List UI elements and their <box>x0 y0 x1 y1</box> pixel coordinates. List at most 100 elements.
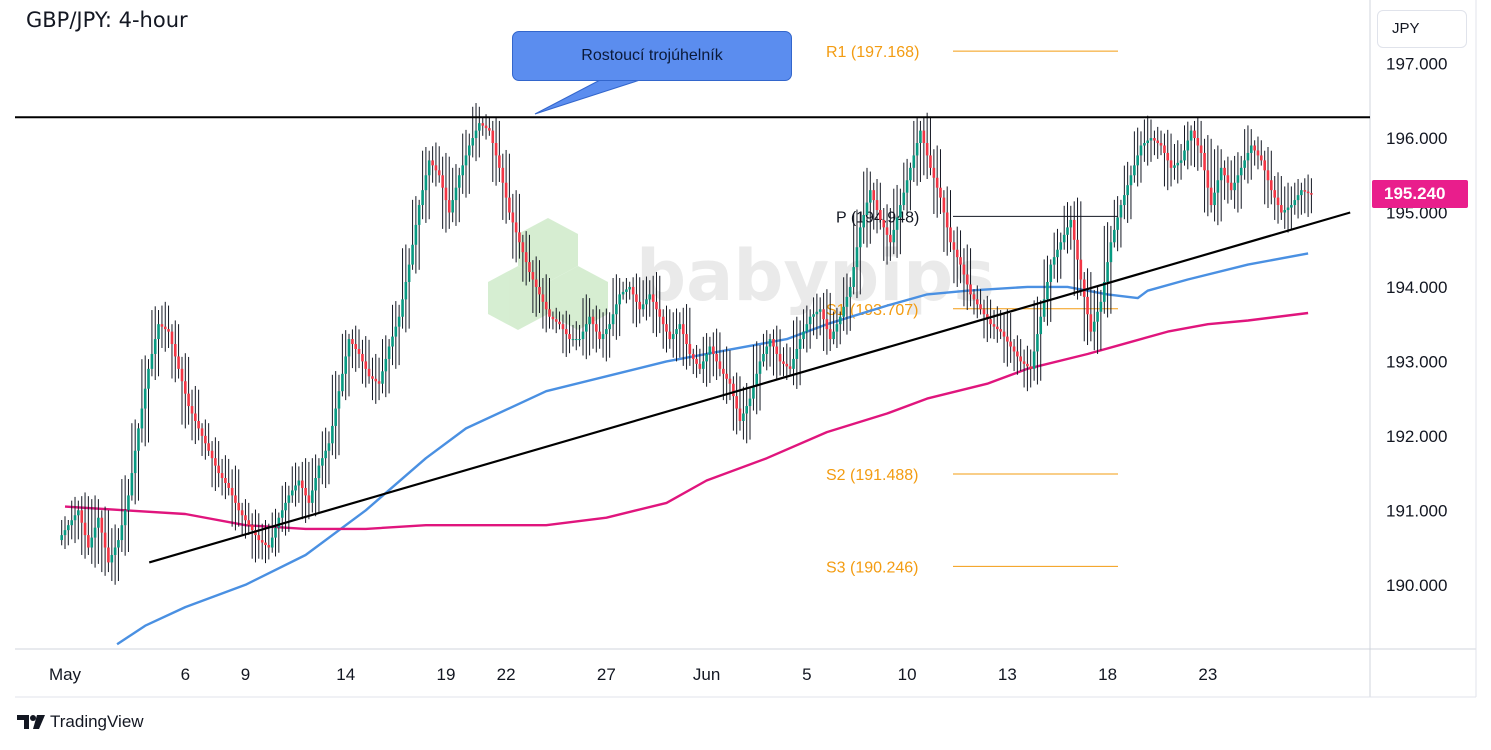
candle-body <box>1193 130 1196 139</box>
candle-body <box>855 247 859 268</box>
candle-body <box>548 309 551 317</box>
candle-body <box>1146 140 1149 144</box>
candle-body <box>905 180 909 193</box>
candle-body <box>591 316 595 325</box>
currency-label[interactable]: JPY <box>1377 10 1467 48</box>
candle-body <box>1009 341 1012 347</box>
candle-body <box>234 495 237 503</box>
candle-body <box>230 487 234 496</box>
candle-body <box>187 393 190 407</box>
candle-body <box>478 123 481 131</box>
candle-body <box>344 356 347 374</box>
candle-body <box>678 324 682 330</box>
candle-body <box>240 510 244 516</box>
candle-body <box>945 212 949 228</box>
candle-body <box>321 458 324 466</box>
candle-body <box>979 304 982 310</box>
candle-body <box>471 138 475 146</box>
candle-body <box>999 329 1002 332</box>
candle-body <box>311 490 314 503</box>
candle-body <box>631 286 635 295</box>
time-axis[interactable]: May 6 9 14 19 22 27 Jun 5 10 13 18 23 <box>49 665 1217 684</box>
candle-body <box>1119 205 1123 218</box>
pivot-label-s3: S3 (190.246) <box>826 559 919 576</box>
candle-body <box>1029 366 1032 369</box>
candle-body <box>972 294 976 300</box>
candle-body <box>1032 351 1036 369</box>
candle-body <box>257 535 261 541</box>
candle-body <box>695 358 698 364</box>
candle-body <box>1036 334 1039 352</box>
candle-body <box>782 361 785 364</box>
x-tick-label: May <box>49 665 82 684</box>
candle-body <box>1092 321 1096 332</box>
candle-body <box>224 478 227 484</box>
candle-body <box>1103 281 1106 302</box>
candle-body <box>822 309 825 320</box>
candle-body <box>615 304 618 315</box>
candle-body <box>127 495 130 511</box>
candle-body <box>354 344 358 349</box>
candle-body <box>524 252 528 263</box>
candle-body <box>331 425 334 444</box>
candle-body <box>444 187 448 201</box>
candle-body <box>538 286 541 295</box>
pivot-label-s2: S2 (191.488) <box>826 467 919 484</box>
candle-body <box>250 525 254 531</box>
candle-body <box>585 324 588 332</box>
candle-body <box>200 428 204 436</box>
x-tick-label: 22 <box>497 665 516 684</box>
candle-body <box>421 190 424 206</box>
candle-body <box>528 262 531 273</box>
candle-body <box>912 155 916 168</box>
candle-body <box>758 361 762 374</box>
candle-body <box>407 264 411 282</box>
y-tick-label: 193.000 <box>1386 352 1447 371</box>
candle-body <box>962 264 966 275</box>
candle-body <box>1253 145 1256 151</box>
candle-body <box>1166 152 1170 161</box>
candle-body <box>384 358 388 372</box>
moving-average-slow <box>64 311 1309 531</box>
pattern-callout: Rostoucí trojúhelník <box>512 31 792 81</box>
candle-body <box>1246 152 1250 161</box>
candle-body <box>531 272 535 280</box>
candle-body <box>661 316 665 325</box>
candle-body <box>752 386 755 399</box>
candle-body <box>1006 336 1009 342</box>
candle-body <box>795 348 799 359</box>
candle-body <box>935 177 939 188</box>
candle-body <box>554 319 558 322</box>
candle-body <box>173 344 177 357</box>
candle-body <box>722 368 725 374</box>
candle-body <box>117 540 120 548</box>
candle-body <box>163 326 167 330</box>
candle-body <box>702 361 705 369</box>
candle-body <box>297 480 301 486</box>
candle-body <box>220 473 224 479</box>
candle-body <box>688 344 692 354</box>
candle-body <box>989 319 992 325</box>
candle-body <box>1296 195 1300 201</box>
candle-body <box>601 334 605 340</box>
svg-text:babypips: babypips <box>636 235 995 317</box>
candle-body <box>715 353 718 362</box>
candle-body <box>133 450 137 474</box>
candle-body <box>424 175 428 191</box>
tradingview-brand[interactable]: TradingView <box>16 712 144 732</box>
candle-body <box>882 219 886 228</box>
candle-body <box>1046 281 1049 300</box>
price-axis[interactable]: 190.000 191.000 192.000 193.000 194.000 195.0… <box>1386 55 1447 595</box>
candle-body <box>658 309 662 317</box>
candle-body <box>625 289 628 292</box>
candle-body <box>454 187 458 201</box>
candle-body <box>374 378 378 382</box>
candle-body <box>521 242 525 253</box>
candle-body <box>1300 190 1303 196</box>
candle-body <box>204 435 207 444</box>
candle-body <box>70 520 74 526</box>
candle-body <box>1233 182 1236 191</box>
candle-body <box>1086 296 1089 315</box>
y-tick-label: 192.000 <box>1386 427 1447 446</box>
